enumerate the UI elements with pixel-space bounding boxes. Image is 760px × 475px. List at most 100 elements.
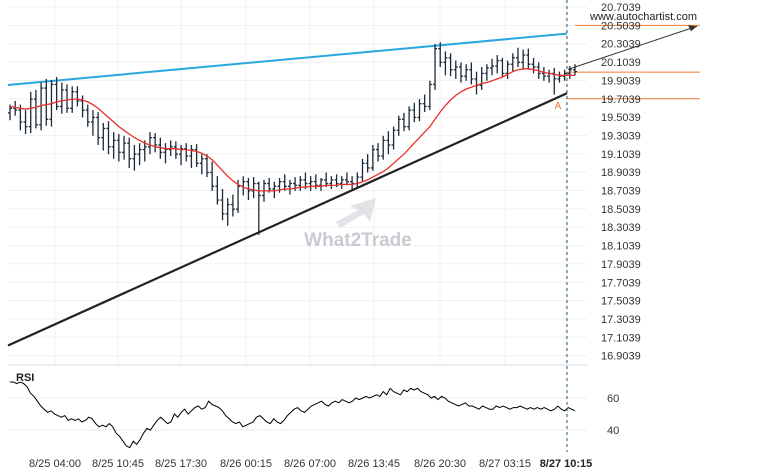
rsi-panel: RSI 60 40 [8,372,619,449]
y-tick-label: 17.7039 [601,277,641,289]
y-tick-label: 17.5039 [601,296,641,308]
price-bar [515,47,520,67]
price-bar [355,172,360,188]
y-tick-label: 18.9039 [601,167,641,179]
price-bar [287,179,292,195]
price-bar [453,60,458,79]
price-bar [526,48,531,70]
price-bar [122,135,127,160]
price-bar [179,144,184,166]
pattern-label: A [555,101,562,112]
watermark-text: What2Trade [304,230,412,251]
price-bar [220,189,225,221]
price-bar [474,71,479,95]
price-bar [137,143,142,166]
price-bar [458,62,463,83]
price-bar [210,161,215,191]
price-bar [541,66,546,81]
price-bar [230,194,235,217]
price-bar [189,144,194,168]
price-bar [448,53,453,77]
y-tick-label: 19.5039 [601,112,641,124]
y-tick-label: 18.7039 [601,186,641,198]
y-tick-label: 18.5039 [601,204,641,216]
rsi-line [10,381,576,449]
price-bar [65,84,70,113]
price-bar [54,77,59,111]
price-bar [329,176,334,190]
watermark-arrow-icon [336,198,376,228]
price-bar [194,144,199,168]
price-bar [500,57,505,78]
x-tick-label: 8/25 17:30 [155,458,207,470]
price-bar [360,158,365,182]
price-bar [531,57,536,74]
price-bar [147,132,152,155]
price-bar [116,133,121,162]
price-bar [344,172,349,186]
price-bar [386,131,391,155]
price-bar [23,110,28,134]
trendlines [7,32,568,347]
price-bar [204,154,209,178]
price-bar [13,100,18,116]
price-bar [96,111,101,145]
source-label: www.autochartist.com [589,11,697,23]
y-tick-label: 19.3039 [601,130,641,142]
price-bar [324,172,329,188]
price-bar [464,64,469,81]
price-bar [153,133,158,153]
projection-line [567,25,698,70]
y-tick-label: 19.1039 [601,149,641,161]
x-tick-label: 8/27 03:15 [479,458,531,470]
price-bar [557,71,562,83]
price-bar [142,140,147,162]
price-bar [422,94,427,112]
price-bar [8,104,12,121]
y-tick-label: 19.9039 [601,75,641,87]
price-bar [407,106,412,131]
x-tick-label: 8/26 20:30 [414,458,466,470]
price-bar [308,176,313,191]
price-bar [490,58,495,76]
price-bar [90,110,95,136]
price-bar [132,144,137,171]
price-bar [282,174,287,191]
price-bar [495,55,500,74]
price-bar [251,177,256,199]
price-bar [339,176,344,190]
price-bar [39,82,44,131]
y-tick-label: 17.9039 [601,259,641,271]
y-tick-label: 20.3039 [601,39,641,51]
price-bar [85,104,90,127]
price-bar [417,99,422,122]
price-bars [8,42,577,235]
price-bar [33,89,38,129]
rsi-label: RSI [16,372,34,384]
y-tick-label: 17.3039 [601,314,641,326]
watermark: What2Trade [304,198,412,251]
price-bar [59,82,64,114]
price-bar [184,143,189,162]
price-bar [215,176,220,205]
price-bar [391,126,396,150]
price-bar [173,141,178,159]
y-tick-label: 17.1039 [601,332,641,344]
price-bar [319,178,324,191]
price-bar [484,64,489,81]
grid [8,0,587,366]
x-tick-label: 8/25 04:00 [29,458,81,470]
price-bar [106,121,111,155]
price-bar [350,176,355,190]
price-bar [443,51,448,76]
y-tick-label: 20.1039 [601,57,641,69]
rsi-tick-label: 60 [607,393,619,405]
price-bar [225,198,230,226]
price-bar [127,137,132,168]
price-bar [521,49,526,70]
price-bar [505,60,510,79]
lower-trendline [7,92,568,347]
x-tick-label: 8/26 13:45 [348,458,400,470]
price-bar [75,86,80,107]
